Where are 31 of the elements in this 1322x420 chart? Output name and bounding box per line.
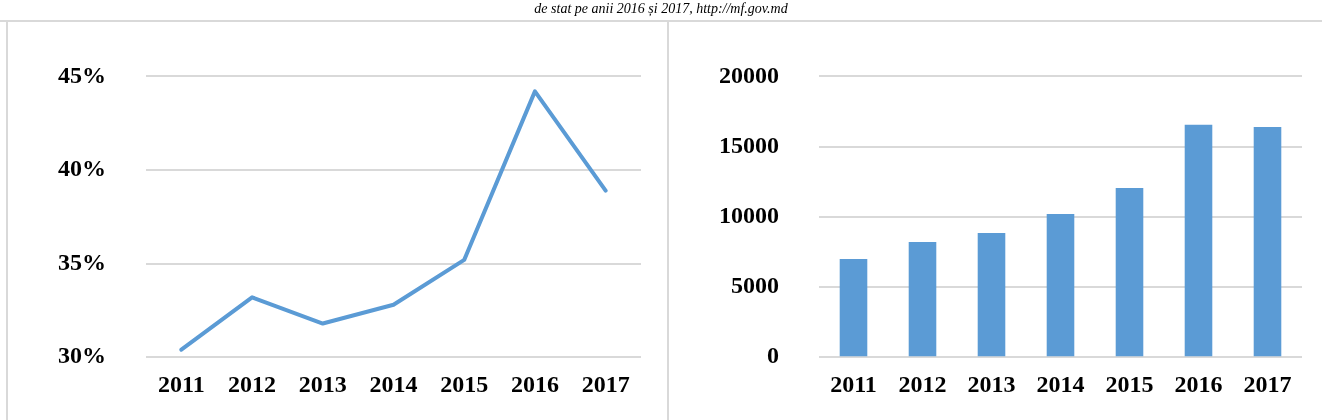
y-tick-label: 15000 — [719, 131, 779, 158]
bar — [977, 232, 1006, 357]
x-tick-label: 2016 — [510, 370, 559, 397]
x-tick-label: 2013 — [967, 370, 1016, 397]
x-tick-label: 2013 — [298, 370, 347, 397]
bar — [1115, 188, 1144, 357]
x-tick-label: 2017 — [581, 370, 630, 397]
bar — [839, 258, 868, 357]
y-tick-label: 35% — [58, 248, 106, 275]
text: de stat pe anii 2016 și 2017, http://mf.gov.md — [534, 1, 788, 16]
bar — [1046, 213, 1075, 357]
bar — [1253, 126, 1282, 357]
x-tick-label: 2011 — [158, 370, 205, 397]
y-tick-label: 0 — [767, 342, 779, 369]
y-tick-label: 45% — [58, 61, 106, 88]
x-tick-label: 2011 — [830, 370, 877, 397]
y-tick-label: 20000 — [719, 61, 779, 88]
x-tick-label: 2012 — [898, 370, 947, 397]
x-tick-label: 2017 — [1243, 370, 1292, 397]
bar — [908, 242, 937, 357]
x-tick-label: 2015 — [440, 370, 489, 397]
x-tick-label: 2015 — [1105, 370, 1154, 397]
y-tick-label: 10000 — [719, 202, 779, 228]
x-tick-label: 2014 — [1036, 370, 1085, 397]
y-tick-label: 5000 — [731, 272, 779, 299]
x-tick-label: 2014 — [369, 370, 418, 397]
y-tick-label: 40% — [58, 155, 106, 182]
y-tick-label: 30% — [58, 342, 106, 369]
bar — [1184, 124, 1213, 357]
x-tick-label: 2012 — [228, 370, 277, 397]
x-tick-label: 2016 — [1174, 370, 1223, 397]
